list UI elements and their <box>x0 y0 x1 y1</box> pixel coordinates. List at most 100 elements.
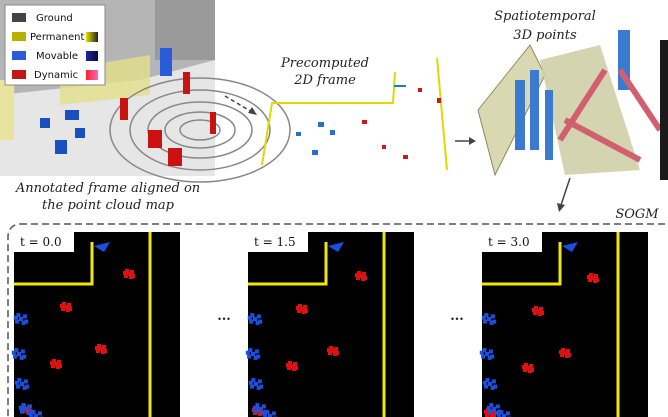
blob <box>254 410 258 414</box>
blob <box>483 381 487 385</box>
blob <box>355 273 359 277</box>
blob <box>480 351 484 355</box>
blob <box>57 360 61 364</box>
caption: 3D points <box>513 28 577 43</box>
ellipsis: ... <box>450 309 464 324</box>
blob <box>491 314 495 318</box>
blob <box>258 379 262 383</box>
legend: Ground Permanent Movable Dynamic <box>5 5 105 85</box>
blob <box>14 316 18 320</box>
blob <box>496 404 500 408</box>
blob <box>493 385 497 389</box>
blob <box>272 411 276 415</box>
blob <box>263 413 267 417</box>
blob <box>130 270 134 274</box>
blob <box>246 351 250 355</box>
blob <box>255 349 259 353</box>
legend-label: Dynamic <box>34 70 78 81</box>
blob <box>529 364 533 368</box>
panel-bg <box>248 232 414 417</box>
blob <box>483 320 487 324</box>
blob <box>540 311 544 315</box>
blob <box>484 410 488 414</box>
panels: t = 0.0 t = 1.5 t = 3.0 <box>12 232 648 417</box>
time-label: t = 1.5 <box>254 235 296 249</box>
sogm-panel: t = 0.0 <box>12 232 180 417</box>
caption: Annotated frame aligned on <box>15 181 200 196</box>
blob <box>256 355 260 359</box>
legend-label: Movable <box>36 51 78 62</box>
blob <box>15 320 19 324</box>
blob <box>530 368 534 372</box>
blob <box>303 305 307 309</box>
blob <box>22 355 26 359</box>
blob <box>38 411 42 415</box>
blob <box>567 353 571 357</box>
blob <box>490 355 494 359</box>
blob <box>492 320 496 324</box>
blob <box>24 320 28 324</box>
arrow-head <box>557 203 565 212</box>
blob <box>253 317 257 321</box>
blob <box>587 275 591 279</box>
blob <box>254 382 258 386</box>
blob <box>481 355 485 359</box>
blob <box>485 352 489 356</box>
blob <box>23 314 27 318</box>
blob <box>24 407 28 411</box>
blob <box>247 355 251 359</box>
blob <box>286 363 290 367</box>
figure: Ground Permanent Movable Dynamic Annotat… <box>0 0 668 417</box>
blob <box>566 349 570 353</box>
blob <box>258 407 262 411</box>
blob <box>335 351 339 355</box>
blob <box>487 406 491 410</box>
blob <box>58 364 62 368</box>
blob <box>487 317 491 321</box>
blob <box>249 381 253 385</box>
sogm-panel: t = 1.5 <box>246 232 414 417</box>
blob <box>594 274 598 278</box>
blob <box>539 307 543 311</box>
frame-2d: Precomputed 2D frame <box>262 56 447 170</box>
blob <box>595 278 599 282</box>
blob <box>17 352 21 356</box>
time-label: t = 3.0 <box>488 235 530 249</box>
blob <box>28 404 32 408</box>
blob <box>16 385 20 389</box>
panel-bg <box>14 232 180 417</box>
arrow-head <box>248 107 257 115</box>
sogm-panel: t = 3.0 <box>480 232 648 417</box>
blob <box>21 349 25 353</box>
blob <box>19 317 23 321</box>
points-3d: Spatiotemporal 3D points <box>478 9 668 180</box>
blob <box>29 413 33 417</box>
caption: the point cloud map <box>42 198 175 213</box>
blob <box>253 406 257 410</box>
blob <box>489 349 493 353</box>
blob <box>363 276 367 280</box>
blob <box>362 272 366 276</box>
blob <box>257 314 261 318</box>
blob <box>103 349 107 353</box>
blob <box>20 382 24 386</box>
blob <box>258 320 262 324</box>
blob <box>304 309 308 313</box>
arrow-head <box>469 137 476 145</box>
time-label: t = 0.0 <box>20 235 62 249</box>
blob <box>532 308 536 312</box>
blob <box>123 271 127 275</box>
blob <box>482 316 486 320</box>
blob <box>497 413 501 417</box>
blob <box>492 379 496 383</box>
blob <box>296 306 300 310</box>
blob <box>131 274 135 278</box>
blob <box>488 410 492 414</box>
blob <box>250 385 254 389</box>
caption: Spatiotemporal <box>494 9 596 24</box>
ellipsis: ... <box>217 309 231 324</box>
blob <box>294 366 298 370</box>
blob <box>262 404 266 408</box>
blob <box>19 406 23 410</box>
blob <box>249 320 253 324</box>
